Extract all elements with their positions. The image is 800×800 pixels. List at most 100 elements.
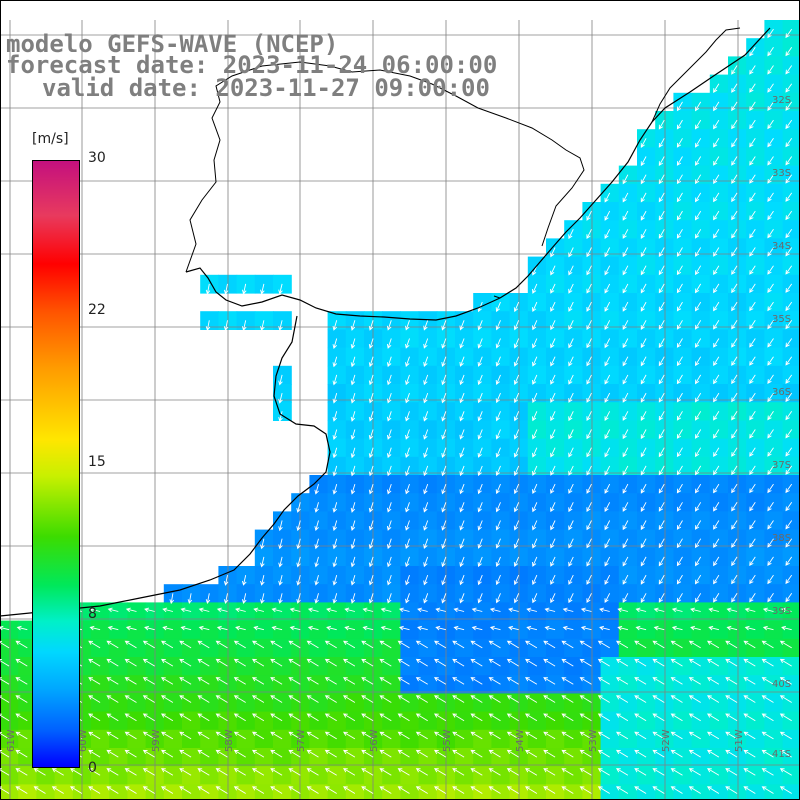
wind-arrow	[288, 786, 301, 794]
wind-cell	[618, 675, 638, 694]
wind-arrow	[379, 749, 392, 758]
wind-arrow	[361, 640, 374, 649]
wind-arrow	[767, 138, 774, 148]
wind-arrow	[731, 538, 738, 548]
wind-arrow	[233, 677, 246, 685]
wind-arrow	[713, 301, 720, 312]
wind-arrow	[695, 138, 702, 148]
wind-cell	[600, 766, 620, 785]
wind-arrow	[658, 483, 665, 494]
wind-arrow	[532, 574, 538, 586]
wind-cell	[200, 602, 219, 622]
wind-arrow	[361, 768, 374, 776]
wind-arrow	[532, 392, 538, 404]
wind-arrow	[288, 768, 301, 776]
wind-cell	[455, 766, 474, 785]
wind-cell	[273, 711, 292, 731]
wind-arrow	[361, 677, 374, 685]
wind-arrow	[634, 677, 647, 685]
wind-arrow	[106, 749, 119, 758]
wind-arrow	[215, 768, 228, 776]
colorbar-tick-15: 15	[88, 454, 106, 470]
wind-cell	[0, 638, 19, 658]
wind-cell	[564, 748, 583, 767]
wind-arrow	[707, 695, 720, 703]
wind-arrow	[332, 320, 338, 331]
wind-arrow	[495, 429, 501, 440]
wind-arrow	[676, 483, 683, 494]
wind-arrow	[241, 575, 247, 586]
wind-cell	[746, 711, 765, 731]
wind-arrow	[506, 768, 519, 776]
wind-arrow	[397, 713, 410, 722]
wind-cell	[309, 638, 329, 658]
wind-arrow	[695, 411, 702, 421]
wind-arrow	[107, 607, 119, 613]
wind-arrow	[604, 229, 611, 240]
wind-arrow	[197, 658, 210, 667]
wind-arrow	[586, 593, 592, 604]
wind-arrow	[180, 625, 192, 631]
wind-cell	[109, 620, 128, 640]
wind-arrow	[361, 786, 374, 794]
wind-arrow	[599, 625, 610, 631]
wind-arrow	[452, 695, 465, 703]
wind-cell	[254, 657, 274, 676]
colorbar-tick-22: 22	[88, 302, 106, 318]
wind-arrow	[688, 640, 701, 649]
wind-cell	[236, 784, 256, 800]
wind-arrow	[785, 83, 793, 93]
wind-arrow	[525, 640, 538, 649]
wind-arrow	[785, 65, 793, 75]
wind-cell	[546, 620, 565, 640]
wind-arrow	[397, 749, 410, 758]
longitude-label: 51W	[734, 729, 745, 752]
wind-cell	[673, 657, 693, 676]
wind-cell	[764, 675, 784, 694]
wind-arrow	[676, 192, 683, 203]
wind-arrow	[314, 574, 319, 586]
wind-arrow	[179, 658, 192, 667]
wind-arrow	[550, 301, 556, 312]
wind-arrow	[161, 713, 174, 722]
wind-cell	[637, 675, 656, 694]
wind-arrow	[405, 447, 410, 458]
wind-arrow	[743, 749, 756, 758]
wind-arrow	[332, 483, 338, 495]
wind-arrow	[495, 556, 501, 567]
wind-arrow	[386, 320, 392, 331]
wind-cell	[273, 748, 292, 767]
wind-arrow	[397, 695, 410, 703]
wind-arrow	[532, 538, 538, 549]
wind-arrow	[144, 625, 155, 631]
wind-arrow	[197, 713, 210, 722]
wind-arrow	[15, 658, 28, 667]
wind-cell	[491, 729, 511, 749]
wind-arrow	[725, 658, 738, 667]
wind-arrow	[586, 247, 592, 258]
wind-cell	[418, 638, 438, 658]
wind-arrow	[506, 786, 519, 794]
wind-arrow	[288, 640, 301, 649]
wind-cell	[455, 620, 474, 640]
wind-arrow	[568, 556, 574, 567]
wind-arrow	[270, 786, 283, 794]
wind-arrow	[767, 119, 774, 130]
wind-arrow	[106, 731, 119, 740]
wind-arrow	[767, 265, 774, 275]
wind-arrow	[488, 731, 501, 740]
wind-cell	[0, 766, 19, 785]
wind-arrow	[423, 593, 429, 604]
wind-cell	[600, 675, 620, 694]
wind-arrow	[731, 465, 738, 476]
wind-arrow	[634, 749, 647, 758]
wind-cell	[345, 748, 365, 767]
wind-arrow	[252, 749, 265, 758]
wind-arrow	[441, 593, 447, 604]
wind-arrow	[332, 356, 338, 368]
wind-arrow	[452, 731, 465, 740]
wind-arrow	[767, 447, 774, 457]
wind-arrow	[597, 658, 610, 667]
wind-arrow	[695, 283, 702, 294]
wind-cell	[728, 784, 747, 800]
